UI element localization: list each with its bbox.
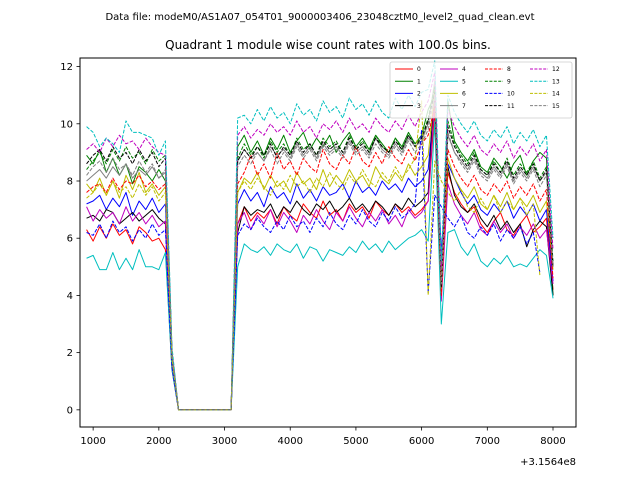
legend-label-7: 7: [462, 103, 466, 110]
legend-label-5: 5: [462, 78, 466, 85]
y-tick-label: 10: [60, 119, 73, 130]
x-tick-label: 3000: [212, 436, 237, 447]
series-line-13: [86, 60, 554, 411]
series-line-10: [86, 129, 541, 411]
y-tick-label: 2: [67, 348, 73, 359]
y-tick-label: 12: [60, 62, 73, 73]
series-line-12: [86, 71, 554, 411]
series-line-15: [86, 94, 554, 411]
series-line-2: [86, 97, 554, 411]
series-line-1: [86, 94, 554, 411]
legend-box: [389, 61, 573, 119]
series-layer: [86, 60, 554, 411]
x-tick-label: 1000: [80, 436, 105, 447]
series-line-0: [86, 108, 554, 411]
legend-label-14: 14: [552, 91, 560, 98]
legend-label-10: 10: [507, 91, 515, 98]
y-tick-label: 8: [67, 177, 73, 188]
legend-label-9: 9: [507, 78, 511, 85]
x-tick-label: 6000: [409, 436, 434, 447]
x-tick-label: 2000: [146, 436, 171, 447]
x-axis: 1000 2000 3000 4000 5000 6000 7000 8000: [80, 427, 566, 447]
x-tick-label: 7000: [475, 436, 500, 447]
legend-label-13: 13: [552, 78, 560, 85]
series-line-6: [86, 88, 554, 411]
series-line-4: [86, 94, 554, 411]
legend-label-6: 6: [462, 91, 466, 98]
legend-label-11: 11: [507, 103, 515, 110]
x-tick-label: 8000: [540, 436, 565, 447]
legend-label-1: 1: [417, 78, 421, 85]
legend-label-4: 4: [462, 66, 466, 73]
legend-label-12: 12: [552, 66, 560, 73]
series-line-14: [86, 100, 541, 411]
x-tick-label: 5000: [343, 436, 368, 447]
legend-label-2: 2: [417, 91, 421, 98]
chart-title: Quadrant 1 module wise count rates with …: [165, 38, 491, 52]
y-tick-label: 4: [67, 291, 73, 302]
series-line-9: [86, 86, 554, 411]
series-line-5: [86, 120, 554, 411]
y-tick-label: 0: [67, 405, 73, 416]
legend-label-8: 8: [507, 66, 511, 73]
x-tick-label: 4000: [277, 436, 302, 447]
y-tick-label: 6: [67, 234, 73, 245]
x-offset-label: +3.1564e8: [520, 457, 576, 468]
series-line-7: [86, 80, 554, 411]
y-axis: 0 2 4 6 8 10 12: [60, 62, 80, 416]
axes-frame: [79, 57, 577, 428]
legend-label-0: 0: [417, 66, 421, 73]
series-line-3: [86, 83, 554, 411]
legend-label-3: 3: [417, 103, 421, 110]
figure-suptitle: Data file: modeM0/AS1A07_054T01_90000034…: [105, 12, 534, 23]
series-line-8: [86, 106, 554, 411]
legend-label-15: 15: [552, 103, 560, 110]
series-line-11: [86, 91, 554, 411]
